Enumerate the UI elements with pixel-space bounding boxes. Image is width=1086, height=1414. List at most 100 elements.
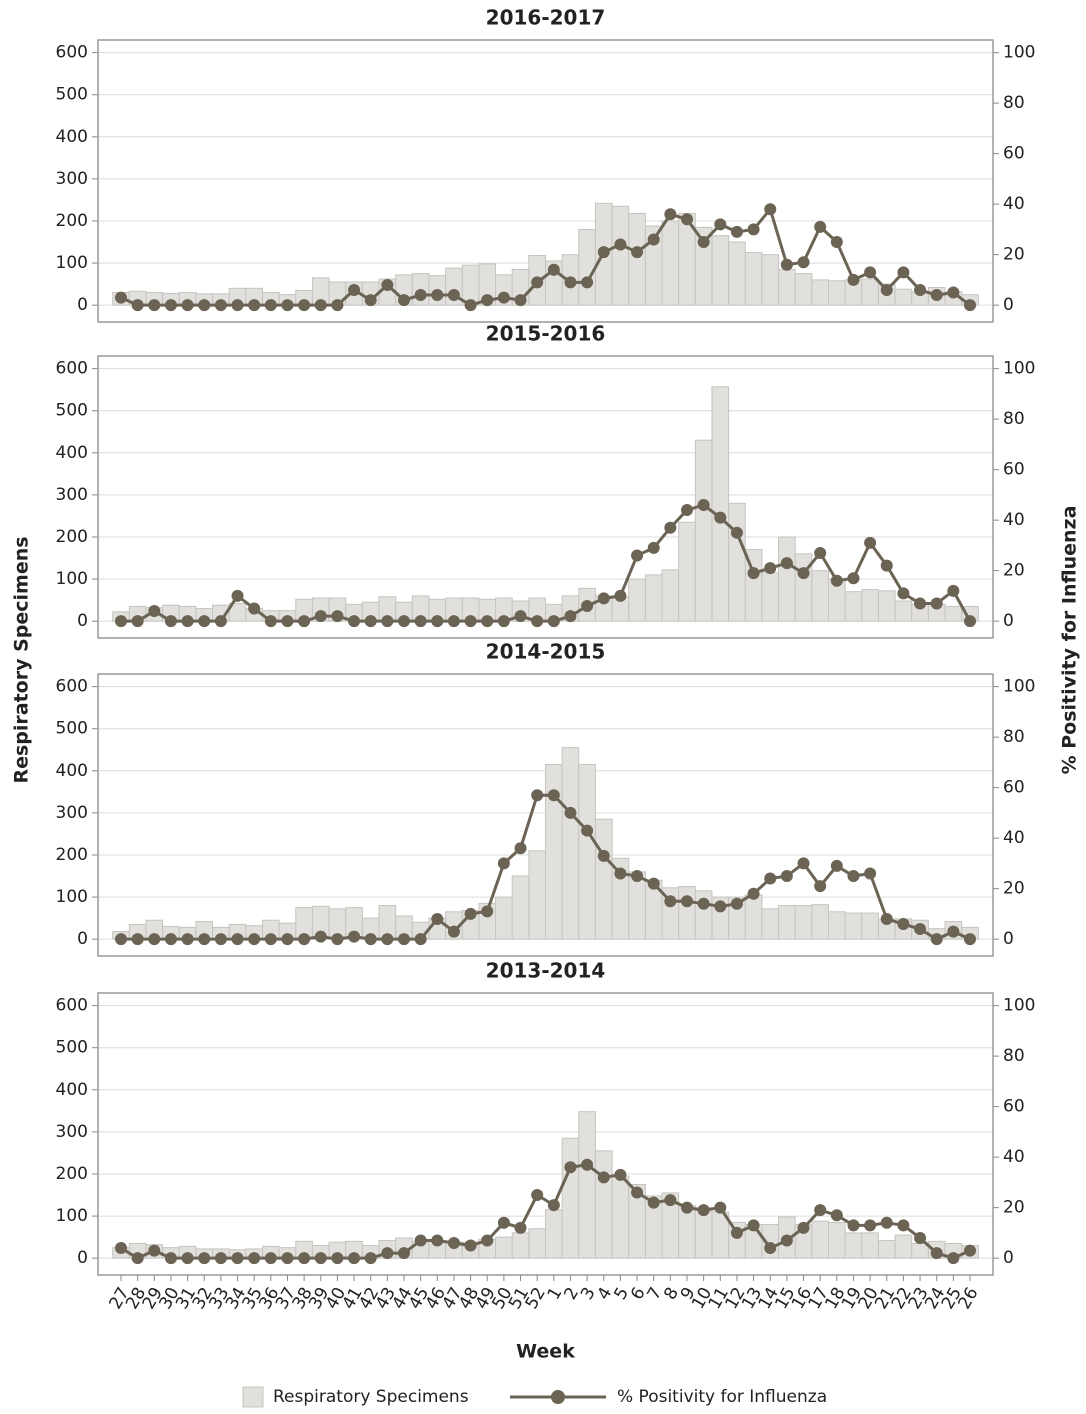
line-point (331, 610, 344, 623)
line-point (631, 1186, 644, 1199)
line-point (847, 1219, 860, 1232)
y-tick-label: 0 (77, 929, 88, 949)
line-point (248, 602, 261, 615)
y-tick-label: 200 (56, 845, 88, 865)
bar (495, 896, 513, 940)
line-point (431, 289, 444, 302)
line-point (164, 1252, 177, 1265)
line-point (847, 870, 860, 883)
bar (828, 1221, 846, 1259)
line-point (214, 933, 227, 946)
line-point (547, 1199, 560, 1212)
line-point (730, 225, 743, 238)
line-point (764, 872, 777, 885)
y-tick-label: 200 (56, 211, 88, 231)
line-point (431, 615, 444, 628)
bar (794, 904, 813, 940)
bar (861, 589, 879, 622)
line-point (614, 867, 627, 880)
line-point (864, 266, 877, 279)
plot-frame (97, 992, 994, 1276)
x-axis-title: Week (516, 1341, 575, 1363)
line-point (914, 284, 927, 297)
line-point (414, 933, 427, 946)
bar (778, 904, 796, 940)
bar (844, 912, 863, 940)
y2-tick-label: 60 (1003, 460, 1025, 480)
bar (811, 570, 830, 622)
line-point (464, 1239, 477, 1252)
line-point (631, 870, 644, 883)
bar (894, 1234, 913, 1259)
bar (611, 1175, 630, 1259)
line-point (248, 1252, 261, 1265)
line-point (730, 897, 743, 910)
line-point (264, 1252, 277, 1265)
line-point (281, 1252, 294, 1265)
line-point (730, 1226, 743, 1239)
plot-frame (97, 39, 994, 323)
line-point (364, 933, 377, 946)
line-point (281, 615, 294, 628)
bar (661, 220, 680, 306)
line-point (847, 572, 860, 585)
line-point (181, 933, 194, 946)
line-point (348, 1252, 361, 1265)
line-point (314, 930, 327, 943)
line-point (780, 258, 793, 271)
bar (711, 235, 730, 306)
line-point (730, 526, 743, 539)
bar (511, 875, 530, 940)
line-point (597, 592, 610, 605)
line-point (214, 615, 227, 628)
line-point (814, 546, 827, 559)
line-point (531, 276, 544, 289)
line-point (614, 1168, 627, 1181)
line-point (298, 299, 311, 312)
line-point (264, 615, 277, 628)
line-point (814, 220, 827, 233)
y2-tick-label: 40 (1003, 828, 1025, 848)
line (120, 1163, 971, 1260)
y-tick-label: 500 (56, 401, 88, 421)
y-tick-label: 500 (56, 719, 88, 739)
line-point (497, 291, 510, 304)
line-point (964, 615, 976, 628)
bar (877, 590, 896, 622)
line-point (298, 1252, 311, 1265)
line-point (847, 273, 860, 286)
y-tick-label: 200 (56, 1164, 88, 1184)
line-point (131, 615, 144, 628)
line-point (880, 284, 893, 297)
line-point (747, 1219, 760, 1232)
bar (628, 578, 646, 622)
line-point (514, 1221, 527, 1234)
bar (678, 886, 696, 940)
line-point (897, 1219, 910, 1232)
line-point (597, 246, 610, 259)
bar (844, 591, 863, 622)
line-point (414, 615, 427, 628)
line-point (664, 208, 677, 221)
line-point (814, 880, 827, 893)
line-point (764, 562, 777, 575)
line-point (647, 877, 660, 890)
bar (861, 912, 879, 940)
panel-title: 2016-2017 (486, 6, 606, 30)
line-point (897, 266, 910, 279)
y2-tick-label: 100 (1003, 43, 1035, 63)
bar (761, 572, 780, 622)
bar (578, 1111, 596, 1259)
line-point (897, 918, 910, 931)
y-tick-label: 600 (56, 359, 88, 379)
line-point (447, 1237, 460, 1250)
bar (894, 288, 913, 306)
bar (944, 605, 963, 622)
y-tick-label: 300 (56, 803, 88, 823)
line-point (381, 615, 394, 628)
bar (778, 268, 796, 306)
line-point (115, 933, 127, 946)
line-point (198, 615, 211, 628)
line-point (164, 299, 177, 312)
